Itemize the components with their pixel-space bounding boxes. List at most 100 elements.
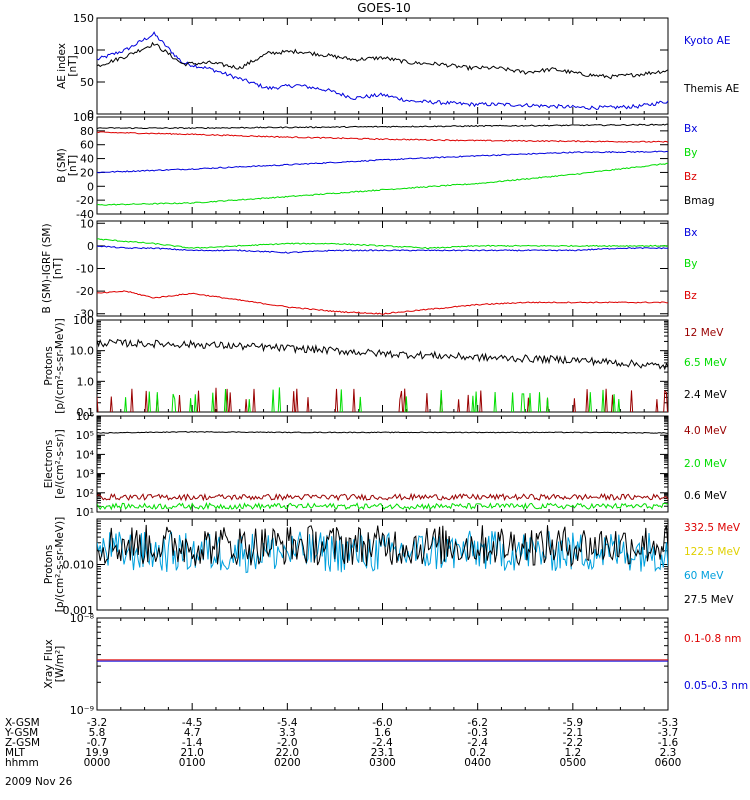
y-axis-label-line: [nT] — [67, 155, 79, 176]
y-tick-label: -40 — [76, 208, 94, 221]
legend-entry: By — [684, 147, 697, 159]
ephemeris-value: 0200 — [274, 757, 301, 769]
legend-entry: Bx — [684, 227, 697, 239]
ephemeris-value: 0100 — [179, 757, 206, 769]
y-axis-label-line: Protons — [43, 346, 55, 385]
legend-entry: Themis AE — [683, 83, 739, 95]
y-tick-label: -10 — [76, 263, 94, 276]
y-axis-label: B (SM)[nT] — [56, 148, 79, 182]
series-line-bx — [97, 150, 668, 174]
ephemeris-value: 0600 — [655, 757, 682, 769]
y-axis-label-line: [nT] — [52, 258, 64, 279]
ephemeris-value: -2.1 — [563, 727, 584, 739]
legend-entry: 27.5 MeV — [684, 594, 734, 606]
legend-entry: 2.0 MeV — [684, 458, 728, 470]
series-group — [97, 123, 668, 206]
ephemeris-value: -2.4 — [467, 737, 488, 749]
ephemeris-value: -1.4 — [182, 737, 203, 749]
legend-entry: 4.0 MeV — [684, 425, 728, 437]
ephemeris-value: -6.2 — [467, 717, 488, 729]
y-tick-label: 10⁴ — [76, 448, 95, 461]
date-label: 2009 Nov 26 — [5, 776, 73, 788]
ephemeris-row-label: Y-GSM — [4, 727, 38, 739]
ephemeris-value: 5.8 — [89, 727, 106, 739]
series-line-4-0-mev — [97, 492, 668, 502]
y-tick-label: 1.0 — [77, 375, 95, 388]
ephemeris-value: -6.0 — [372, 717, 393, 729]
ephemeris-value: 21.0 — [180, 747, 203, 759]
panel-5: 10¹ 10² 10³ 10⁴ 10⁵ 10⁶ Electrons[e/(cm²-s-sr)… — [43, 410, 728, 519]
series-line-themis-ae — [97, 41, 668, 80]
y-tick-label: 0 — [87, 240, 94, 253]
ephemeris-value: 0.2 — [469, 747, 486, 759]
y-axis-label-line: Protons — [43, 545, 55, 584]
series-line-2-0-mev — [97, 501, 668, 511]
legend-entry: Bz — [684, 171, 697, 183]
ephemeris-value: 0300 — [369, 757, 396, 769]
legend-entry: 122.5 MeV — [684, 546, 741, 558]
ephemeris-row-label: MLT — [5, 747, 25, 759]
series-line-by — [97, 162, 668, 206]
y-axis-label-line: Xray Flux — [43, 639, 55, 688]
ephemeris-value: 0500 — [559, 757, 586, 769]
y-tick-label: -20 — [76, 285, 94, 298]
legend-entry: 0.1-0.8 nm — [684, 633, 741, 645]
y-tick-label: 40 — [80, 153, 94, 166]
ephemeris-value: -2.0 — [277, 737, 298, 749]
y-axis-label: Protons[p/(cm²-s-sr-MeV)] — [43, 318, 66, 413]
legend-entry: 332.5 MeV — [684, 522, 741, 534]
y-tick-label: 10⁶ — [76, 410, 95, 423]
ephemeris-value: -5.9 — [563, 717, 584, 729]
y-tick-label: -20 — [76, 194, 94, 207]
series-group — [97, 238, 668, 315]
legend-entry: Bx — [684, 123, 697, 135]
series-line-kyoto-ae — [97, 31, 668, 111]
series-group — [97, 430, 668, 511]
y-tick-label: 0 — [87, 180, 94, 193]
ephemeris-value: 3.3 — [279, 727, 296, 739]
ephemeris-value: 19.9 — [85, 747, 108, 759]
series-line-bx — [97, 245, 668, 254]
y-tick-label: 10.0 — [70, 345, 95, 358]
ephemeris-value: -2.4 — [372, 737, 393, 749]
y-tick-label: 10⁻⁹ — [70, 704, 94, 717]
y-tick-label: 80 — [80, 125, 94, 138]
y-axis-label-line: [p/(cm²-s-sr-MeV)] — [54, 318, 66, 413]
series-line-0-6-mev — [97, 430, 668, 434]
ephemeris-value: 1.2 — [564, 747, 581, 759]
ephemeris-value: -5.4 — [277, 717, 298, 729]
y-tick-label: 20 — [80, 166, 94, 179]
ephemeris-value: -3.2 — [87, 717, 108, 729]
legend-entry: By — [684, 258, 697, 270]
ephemeris-value: 22.0 — [276, 747, 299, 759]
y-axis-label-line: B (SM) — [56, 148, 68, 182]
ephemeris-value: -1.6 — [658, 737, 679, 749]
y-axis-label-line: [p/(cm²-s-sr-MeV)] — [54, 517, 66, 612]
y-tick-label: 10² — [76, 487, 94, 500]
panel-frame — [96, 319, 669, 413]
y-tick-label: 100 — [73, 111, 94, 124]
y-axis-label-line: AE index — [56, 43, 68, 89]
legend-entry: 12 MeV — [684, 327, 724, 339]
y-tick-label: 10³ — [76, 468, 94, 481]
panel-frame — [96, 116, 669, 215]
y-tick-label: 10⁵ — [76, 429, 94, 442]
series-line-27-5-mev — [97, 524, 668, 568]
legend-entry: 6.5 MeV — [684, 357, 728, 369]
plot-title: GOES-10 — [357, 1, 411, 15]
panel-frame — [96, 17, 669, 115]
ephemeris-value: -0.3 — [467, 727, 488, 739]
y-tick-label: 0.1 — [77, 406, 95, 419]
ephemeris-value: -0.7 — [87, 737, 108, 749]
panel-7: 10⁻⁹ 10⁻⁸ Xray Flux[W/m²] 0.1-0.8 nm 0.05-0.… — [43, 612, 748, 717]
y-axis-label: Electrons[e/(cm²-s-sr)] — [43, 429, 66, 498]
y-tick-label: 10 — [80, 217, 94, 230]
y-tick-label: 150 — [73, 12, 94, 25]
ephemeris-value: 0000 — [84, 757, 111, 769]
y-tick-label: -30 — [76, 308, 94, 321]
ephemeris-value: 1.6 — [374, 727, 391, 739]
